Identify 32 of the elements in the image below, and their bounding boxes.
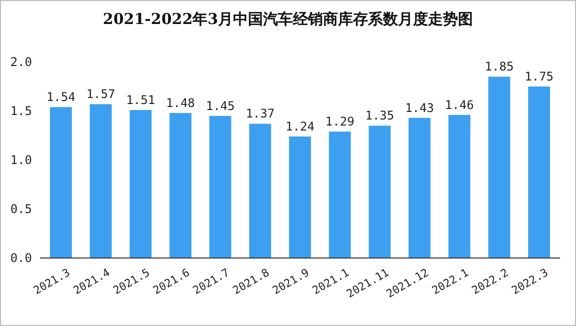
data-label: 1.35 <box>365 108 394 123</box>
data-label: 1.37 <box>246 106 275 121</box>
y-tick-label: 2.0 <box>10 55 32 70</box>
data-label: 1.46 <box>444 98 474 112</box>
bar <box>289 136 311 258</box>
bar <box>528 86 550 258</box>
data-label: 1.45 <box>206 98 235 113</box>
bar <box>90 104 112 258</box>
bar <box>408 118 430 258</box>
bar <box>488 76 510 258</box>
data-label: 1.29 <box>325 114 354 129</box>
bar <box>368 126 391 258</box>
y-tick-label: 0.0 <box>10 251 32 266</box>
data-label: 1.51 <box>126 93 156 108</box>
y-tick-label: 0.5 <box>10 202 32 216</box>
y-tick-label: 1.5 <box>10 104 32 118</box>
bar <box>130 110 152 258</box>
data-label: 1.54 <box>46 90 76 104</box>
data-label: 1.48 <box>166 96 195 110</box>
data-label: 1.85 <box>484 60 514 74</box>
data-label: 1.75 <box>524 70 554 84</box>
data-label: 1.57 <box>86 87 116 102</box>
bar <box>448 114 470 258</box>
y-tick-label: 1.0 <box>10 153 32 168</box>
bar <box>328 132 351 258</box>
data-label: 1.24 <box>286 119 314 134</box>
bar <box>170 112 192 258</box>
data-label: 1.43 <box>405 100 434 115</box>
chart-title: 2021-2022年3月中国汽车经销商库存系数月度走势图 <box>102 10 474 28</box>
bar <box>209 116 232 258</box>
bar <box>50 107 72 258</box>
bar <box>249 124 272 258</box>
